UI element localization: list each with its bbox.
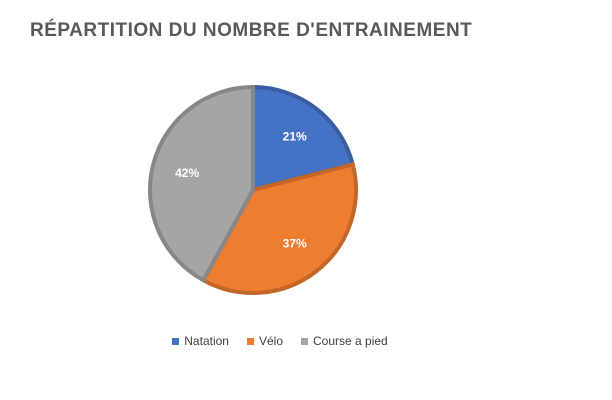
legend-swatch-natation xyxy=(172,337,180,345)
pie-slice-course-a-pied xyxy=(148,84,255,283)
legend-label-natation: Natation xyxy=(184,334,229,348)
legend-item-natation: Natation xyxy=(172,334,229,348)
legend-swatch-velo xyxy=(246,337,254,345)
chart-title: RÉPARTITION DU NOMBRE D'ENTRAINEMENT xyxy=(30,20,473,41)
legend-label-velo: Vélo xyxy=(258,334,283,348)
legend: Natation Vélo Course a pied xyxy=(0,334,560,348)
legend-item-course-a-pied: Course a pied xyxy=(301,334,388,348)
legend-item-velo: Vélo xyxy=(246,334,283,348)
data-label-velo: 37% xyxy=(283,237,307,251)
legend-swatch-course-a-pied xyxy=(301,337,308,345)
data-label-course-a-pied: 42% xyxy=(175,166,199,180)
pie-slice-natation xyxy=(251,84,356,193)
pie-slice-velo xyxy=(200,161,358,295)
data-label-natation: 21% xyxy=(283,129,307,143)
legend-label-course-a-pied: Course a pied xyxy=(313,334,388,348)
